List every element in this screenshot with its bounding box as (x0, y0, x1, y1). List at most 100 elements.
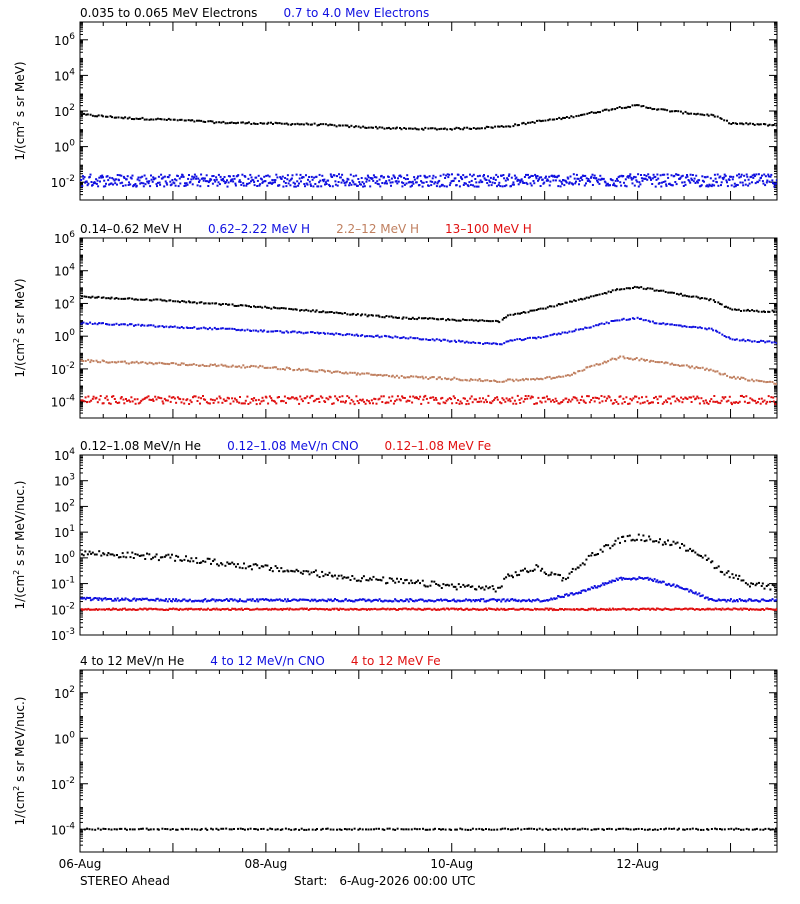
data-point (762, 583, 764, 585)
data-point (200, 327, 202, 329)
data-point (727, 570, 729, 572)
data-point (199, 185, 201, 187)
data-point (601, 400, 603, 402)
data-point (653, 108, 655, 110)
data-point (686, 176, 688, 178)
data-point (763, 381, 765, 383)
data-point (120, 298, 122, 300)
data-point (102, 322, 104, 324)
data-point (576, 174, 578, 176)
data-point (597, 553, 599, 555)
data-point (383, 395, 385, 397)
data-point (210, 563, 212, 565)
data-point (316, 309, 318, 311)
data-point (519, 402, 521, 404)
data-point (118, 179, 120, 181)
data-point (666, 185, 668, 187)
data-point (655, 186, 657, 188)
data-point (152, 119, 154, 121)
data-point (720, 599, 722, 601)
data-point (588, 395, 590, 397)
data-point (494, 126, 496, 128)
data-point (730, 123, 732, 125)
data-point (652, 580, 654, 582)
data-point (719, 176, 721, 178)
data-point (451, 173, 453, 175)
data-point (685, 111, 687, 113)
data-point (479, 378, 481, 380)
data-point (482, 598, 484, 600)
data-point (578, 115, 580, 117)
data-point (736, 175, 738, 177)
data-point (357, 178, 359, 180)
data-point (613, 402, 615, 404)
data-point (373, 174, 375, 176)
data-point (130, 556, 132, 558)
data-point (765, 175, 767, 177)
data-point (188, 403, 190, 405)
data-point (549, 184, 551, 186)
data-point (319, 576, 321, 578)
data-point (752, 400, 754, 402)
data-point (705, 399, 707, 401)
data-point (391, 396, 393, 398)
data-point (344, 184, 346, 186)
data-point (483, 320, 485, 322)
data-point (744, 179, 746, 181)
data-point (200, 301, 202, 303)
data-point (419, 376, 421, 378)
data-point (622, 536, 624, 538)
data-point (716, 608, 718, 610)
data-point (767, 174, 769, 176)
data-point (503, 578, 505, 580)
data-point (362, 399, 364, 401)
data-point (286, 600, 288, 602)
data-point (356, 608, 358, 610)
data-point (303, 332, 305, 334)
data-point (163, 326, 165, 328)
data-point (348, 609, 350, 611)
y-tick-label: 10-3 (51, 627, 75, 643)
data-point (660, 108, 662, 110)
data-point (309, 573, 311, 575)
data-point (142, 399, 144, 401)
data-point (484, 379, 486, 381)
data-point (318, 398, 320, 400)
data-point (603, 178, 605, 180)
data-point (448, 174, 450, 176)
data-point (267, 367, 269, 369)
data-point (259, 183, 261, 185)
data-point (637, 317, 639, 319)
data-point (192, 183, 194, 185)
data-point (127, 324, 129, 326)
data-point (619, 175, 621, 177)
data-point (384, 316, 386, 318)
data-point (689, 326, 691, 328)
data-point (352, 401, 354, 403)
data-point (94, 554, 96, 556)
data-point (394, 582, 396, 584)
data-point (158, 559, 160, 561)
data-point (594, 400, 596, 402)
data-point (454, 128, 456, 130)
data-point (709, 185, 711, 187)
data-point (746, 608, 748, 610)
y-tick-label: 10-2 (51, 776, 75, 792)
data-point (675, 543, 677, 545)
data-point (470, 184, 472, 186)
data-point (276, 330, 278, 332)
data-point (526, 398, 528, 400)
data-point (728, 122, 730, 124)
data-point (324, 371, 326, 373)
data-point (578, 183, 580, 185)
data-point (775, 183, 777, 185)
data-point (511, 177, 513, 179)
data-point (174, 398, 176, 400)
data-point (346, 395, 348, 397)
data-point (363, 183, 365, 185)
data-point (351, 334, 353, 336)
data-point (129, 608, 131, 610)
data-point (537, 175, 539, 177)
data-point (181, 119, 183, 121)
data-point (405, 337, 407, 339)
